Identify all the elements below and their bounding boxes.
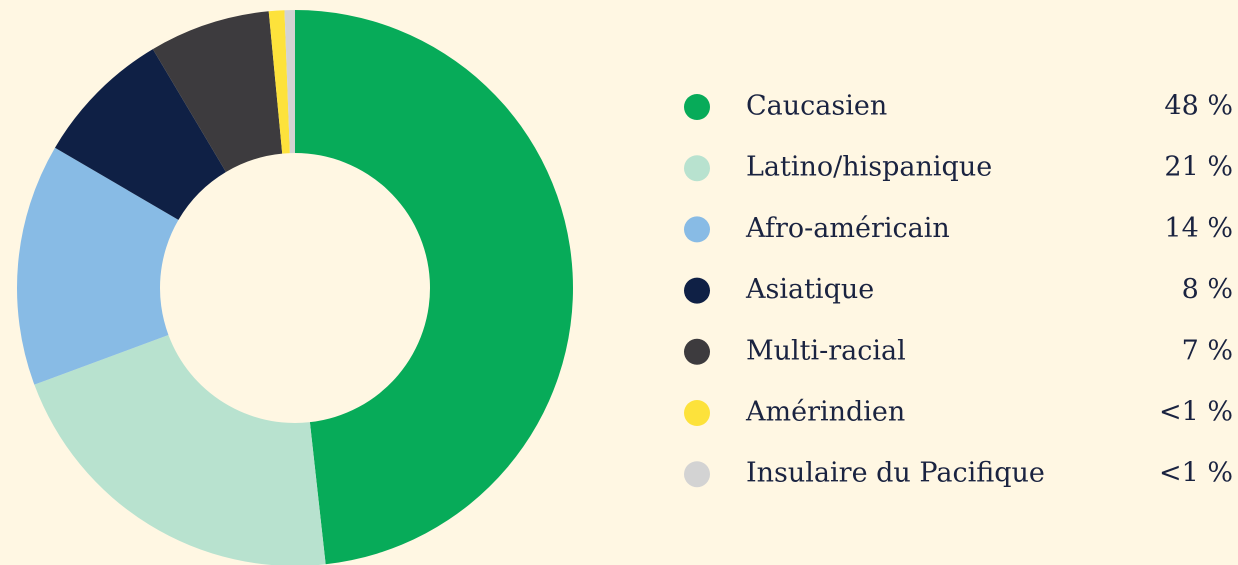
slice [152, 11, 283, 172]
value-label: 21 % [1164, 152, 1233, 183]
legend-label: Insulaire du Pacifique [746, 458, 1045, 489]
legend-label: Asiatique [745, 274, 874, 305]
slice [54, 49, 226, 220]
slice [295, 10, 574, 565]
value-label: 14 % [1164, 213, 1233, 244]
slice [34, 334, 326, 565]
legend-swatch [684, 155, 710, 182]
value-label: <1 % [1159, 458, 1233, 489]
slice [268, 10, 290, 154]
legend-swatch [684, 94, 710, 120]
legend-swatch [684, 277, 710, 304]
slice [16, 147, 179, 385]
legend-label: Caucasien [746, 91, 887, 122]
value-label: 48 % [1164, 91, 1233, 122]
legend-swatch [684, 216, 710, 243]
legend-swatch [684, 461, 710, 488]
legend-label: Afro-américain [745, 213, 950, 244]
legend-swatch [684, 400, 710, 426]
value-label: 7 % [1182, 335, 1233, 366]
value-label: <1 % [1159, 397, 1233, 428]
slice [284, 10, 295, 154]
legend-label: Latino/hispanique [746, 152, 992, 183]
legend-swatch [684, 338, 710, 365]
legend-label: Amérindien [745, 397, 905, 428]
value-label: 8 % [1182, 274, 1233, 305]
legend-label: Multi-racial [746, 335, 906, 366]
